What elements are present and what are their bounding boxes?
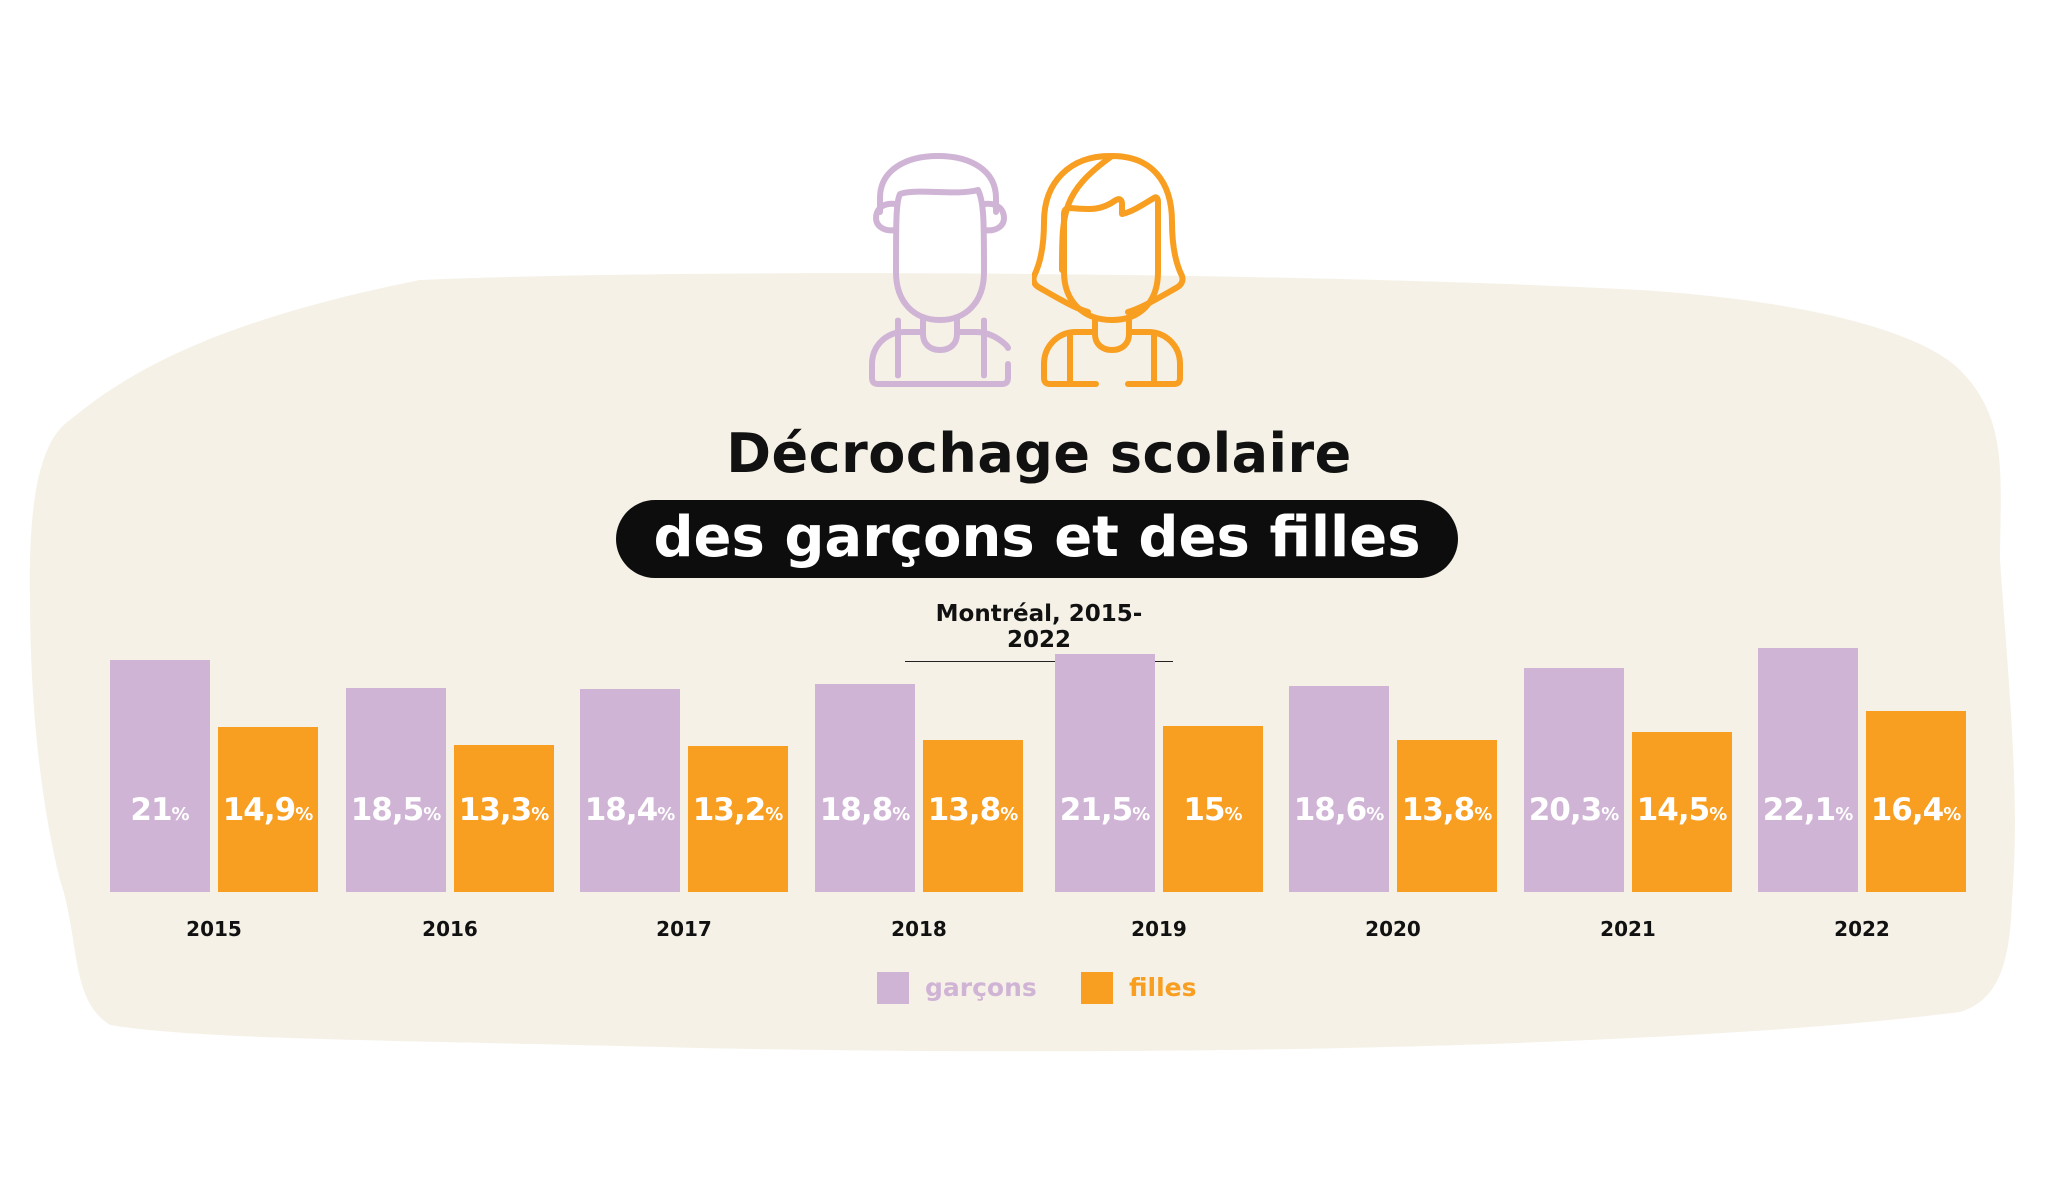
bar-garcons-2017	[580, 688, 680, 892]
value-label-filles-2016: 13,3%	[458, 792, 550, 828]
year-label-2016: 2016	[422, 917, 478, 941]
value-label-garcons-2022: 22,1%	[1762, 792, 1854, 828]
legend-swatch-filles	[1081, 972, 1113, 1004]
bar-garcons-2018	[815, 684, 915, 892]
bar-garcons-2016	[346, 687, 446, 892]
legend-label-filles: filles	[1129, 973, 1197, 1002]
bar-filles-2022	[1866, 710, 1966, 892]
bar-filles-2015	[218, 727, 318, 892]
value-label-garcons-2019: 21,5%	[1059, 792, 1151, 828]
value-label-filles-2022: 16,4%	[1870, 792, 1962, 828]
year-label-2019: 2019	[1131, 917, 1187, 941]
value-label-filles-2020: 13,8%	[1401, 792, 1493, 828]
bar-filles-2016	[454, 745, 554, 892]
value-label-garcons-2020: 18,6%	[1293, 792, 1385, 828]
bar-garcons-2022	[1758, 647, 1858, 892]
bar-filles-2018	[923, 739, 1023, 892]
year-label-2022: 2022	[1834, 917, 1890, 941]
legend-label-garcons: garçons	[925, 973, 1037, 1002]
value-label-filles-2018: 13,8%	[927, 792, 1019, 828]
value-label-filles-2019: 15%	[1183, 792, 1243, 828]
chart-title-line2: des garçons et des filles	[653, 505, 1421, 570]
bar-garcons-2015	[110, 659, 210, 892]
year-label-2018: 2018	[891, 917, 947, 941]
value-label-garcons-2015: 21%	[130, 792, 190, 828]
year-label-2021: 2021	[1600, 917, 1656, 941]
year-label-2020: 2020	[1365, 917, 1421, 941]
value-label-filles-2017: 13,2%	[692, 792, 784, 828]
boy-icon	[869, 153, 1011, 387]
title-highlight-pill	[616, 500, 1458, 578]
bar-filles-2020	[1397, 739, 1497, 892]
value-label-filles-2021: 14,5%	[1636, 792, 1728, 828]
bar-garcons-2019	[1055, 654, 1155, 892]
girl-icon	[1032, 153, 1186, 387]
chart-subtitle: Montréal, 2015-2022	[905, 601, 1173, 662]
bar-filles-2017	[688, 746, 788, 892]
legend-swatch-garcons	[877, 972, 909, 1004]
value-label-garcons-2016: 18,5%	[350, 792, 442, 828]
bar-filles-2021	[1632, 731, 1732, 892]
year-label-2017: 2017	[656, 917, 712, 941]
chart-title-line1: Décrochage scolaire	[726, 422, 1352, 485]
value-label-garcons-2018: 18,8%	[819, 792, 911, 828]
bar-garcons-2020	[1289, 686, 1389, 892]
value-label-filles-2015: 14,9%	[222, 792, 314, 828]
bar-filles-2019	[1163, 726, 1263, 892]
year-label-2015: 2015	[186, 917, 242, 941]
value-label-garcons-2021: 20,3%	[1528, 792, 1620, 828]
value-label-garcons-2017: 18,4%	[584, 792, 676, 828]
bar-garcons-2021	[1524, 667, 1624, 892]
